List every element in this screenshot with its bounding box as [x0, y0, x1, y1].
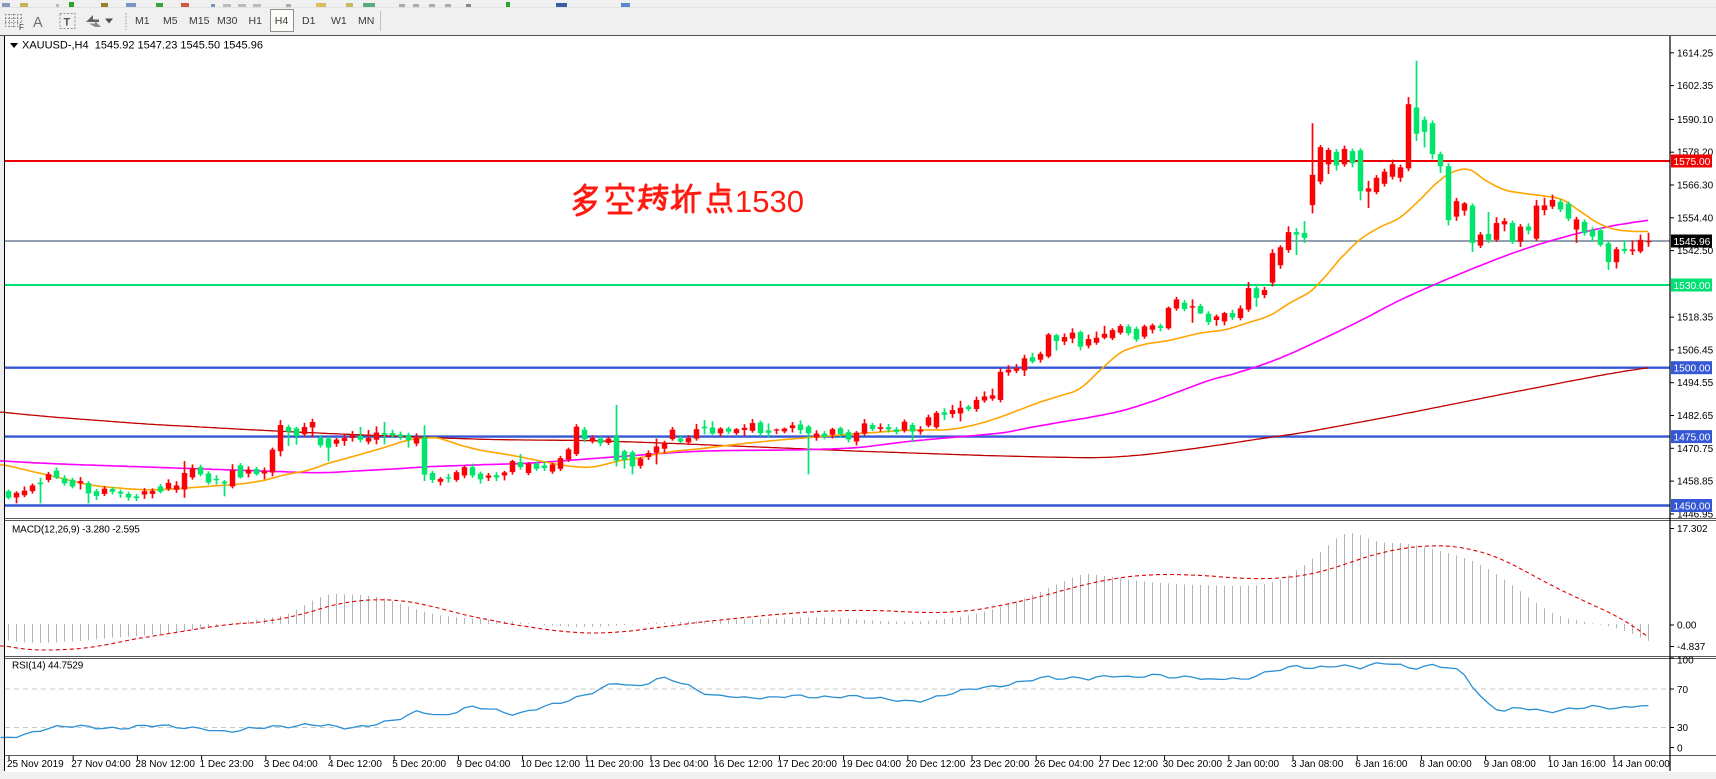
svg-text:27 Nov 04:00: 27 Nov 04:00	[71, 759, 131, 770]
svg-text:2 Jan 00:00: 2 Jan 00:00	[1227, 759, 1280, 770]
svg-text:17.302: 17.302	[1677, 524, 1708, 535]
svg-text:25 Nov 2019: 25 Nov 2019	[7, 759, 64, 770]
svg-text:0.00: 0.00	[1677, 621, 1697, 632]
svg-text:XAUUSD-,H4 1545.92 1547.23 15: XAUUSD-,H4 1545.92 1547.23 1545.50 1545.…	[22, 40, 263, 52]
svg-text:28 Nov 12:00: 28 Nov 12:00	[135, 759, 195, 770]
svg-text:100: 100	[1677, 656, 1694, 667]
svg-text:1530.00: 1530.00	[1674, 281, 1711, 292]
svg-text:10 Dec 12:00: 10 Dec 12:00	[521, 759, 581, 770]
svg-text:23 Dec 20:00: 23 Dec 20:00	[970, 759, 1030, 770]
svg-text:1506.45: 1506.45	[1677, 345, 1714, 356]
svg-text:1470.75: 1470.75	[1677, 444, 1714, 455]
svg-text:A: A	[33, 15, 43, 31]
svg-text:1475.00: 1475.00	[1674, 432, 1711, 443]
svg-text:T: T	[64, 17, 71, 29]
svg-text:1482.65: 1482.65	[1677, 411, 1714, 422]
svg-text:9 Jan 08:00: 9 Jan 08:00	[1484, 759, 1537, 770]
svg-text:1500.00: 1500.00	[1674, 364, 1711, 375]
svg-text:1614.25: 1614.25	[1677, 48, 1714, 59]
svg-text:-4.837: -4.837	[1677, 642, 1706, 653]
svg-text:1458.85: 1458.85	[1677, 477, 1714, 488]
svg-text:1450.00: 1450.00	[1674, 501, 1711, 512]
svg-text:1566.30: 1566.30	[1677, 181, 1714, 192]
svg-text:9 Dec 04:00: 9 Dec 04:00	[456, 759, 510, 770]
svg-text:MACD(12,26,9) -3.280 -2.595: MACD(12,26,9) -3.280 -2.595	[12, 525, 140, 536]
svg-text:13 Dec 04:00: 13 Dec 04:00	[649, 759, 709, 770]
svg-text:1494.55: 1494.55	[1677, 378, 1714, 389]
svg-text:70: 70	[1677, 685, 1689, 696]
svg-text:10 Jan 16:00: 10 Jan 16:00	[1548, 759, 1606, 770]
svg-text:11 Dec 20:00: 11 Dec 20:00	[585, 759, 644, 770]
svg-text:1518.35: 1518.35	[1677, 313, 1714, 324]
svg-text:RSI(14) 44.7529: RSI(14) 44.7529	[12, 661, 84, 672]
svg-text:27 Dec 12:00: 27 Dec 12:00	[1098, 759, 1158, 770]
svg-text:1575.00: 1575.00	[1674, 157, 1711, 168]
svg-text:1 Dec 23:00: 1 Dec 23:00	[200, 759, 254, 770]
svg-text:1590.10: 1590.10	[1677, 115, 1714, 126]
svg-text:19 Dec 04:00: 19 Dec 04:00	[842, 759, 902, 770]
svg-text:3 Dec 04:00: 3 Dec 04:00	[264, 759, 318, 770]
svg-text:17 Dec 20:00: 17 Dec 20:00	[777, 759, 837, 770]
svg-text:16 Dec 12:00: 16 Dec 12:00	[713, 759, 773, 770]
svg-text:F: F	[19, 23, 24, 32]
svg-text:1542.50: 1542.50	[1677, 246, 1714, 257]
svg-text:30 Dec 20:00: 30 Dec 20:00	[1163, 759, 1223, 770]
svg-text:20 Dec 12:00: 20 Dec 12:00	[906, 759, 966, 770]
svg-text:30: 30	[1677, 723, 1689, 734]
svg-text:1578.20: 1578.20	[1677, 148, 1714, 159]
svg-text:3 Jan 08:00: 3 Jan 08:00	[1291, 759, 1344, 770]
svg-text:8 Jan 00:00: 8 Jan 00:00	[1419, 759, 1472, 770]
svg-text:4 Dec 12:00: 4 Dec 12:00	[328, 759, 382, 770]
svg-text:1602.35: 1602.35	[1677, 81, 1714, 92]
svg-text:1554.40: 1554.40	[1677, 213, 1714, 224]
svg-text:6 Jan 16:00: 6 Jan 16:00	[1355, 759, 1408, 770]
svg-text:1530: 1530	[735, 184, 804, 219]
svg-text:1545.96: 1545.96	[1674, 237, 1711, 248]
svg-text:0: 0	[1677, 744, 1683, 755]
svg-text:5 Dec 20:00: 5 Dec 20:00	[392, 759, 446, 770]
svg-text:1446.95: 1446.95	[1677, 509, 1714, 520]
svg-text:14 Jan 00:00: 14 Jan 00:00	[1612, 759, 1670, 770]
svg-text:26 Dec 04:00: 26 Dec 04:00	[1034, 759, 1094, 770]
